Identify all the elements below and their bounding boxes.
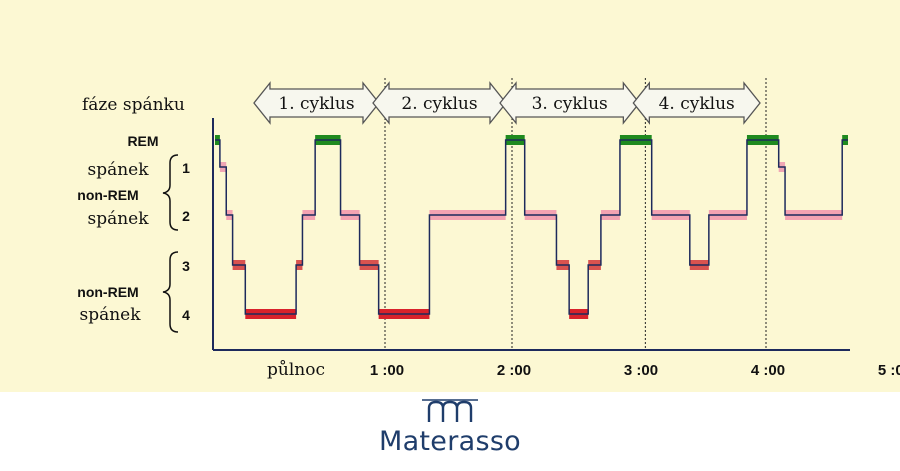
group-label-line: spánek	[79, 305, 141, 325]
y-tick-label-3: 3	[182, 258, 190, 274]
group-label-line: non-REM	[77, 284, 138, 300]
y-tick-label-1: 1	[182, 160, 190, 176]
y-tick-label-rem: REM	[127, 133, 158, 149]
group-label-line: spánek	[87, 209, 149, 229]
cycle-label-4: 4. cyklus	[659, 94, 735, 114]
cycle-label-1: 1. cyklus	[278, 94, 354, 114]
x-tick-label: 4 :00	[751, 362, 785, 379]
brand-name: Materasso	[378, 426, 522, 457]
x-tick-label: 2 :00	[497, 362, 531, 379]
group-label-line: non-REM	[77, 187, 138, 203]
cycle-label-2: 2. cyklus	[401, 94, 477, 114]
brace-non-rem-light	[162, 154, 179, 231]
hypnogram-svg: fáze spánku REM 1 2 3 4 spánek non-REM spánek non…	[77, 78, 900, 380]
hypnogram-step-line	[215, 139, 848, 315]
brand-footer: Materasso	[0, 392, 900, 471]
y-tick-label-4: 4	[182, 307, 190, 323]
y-axis-title: fáze spánku	[82, 95, 185, 115]
brace-non-rem-deep	[162, 251, 179, 333]
x-tick-label: půlnoc	[267, 360, 325, 380]
x-tick-label: 3 :00	[624, 362, 658, 379]
y-tick-label-2: 2	[182, 208, 190, 224]
group-label-line: spánek	[87, 160, 149, 180]
x-tick-label: 5 :00	[878, 362, 900, 379]
materasso-logo-icon	[422, 399, 478, 422]
sleep-hypnogram-chart: fáze spánku REM 1 2 3 4 spánek non-REM spánek non…	[0, 0, 900, 392]
cycle-arrow-4	[632, 81, 761, 125]
x-tick-label: 1 :00	[370, 362, 404, 379]
cycle-label-3: 3. cyklus	[532, 94, 608, 114]
